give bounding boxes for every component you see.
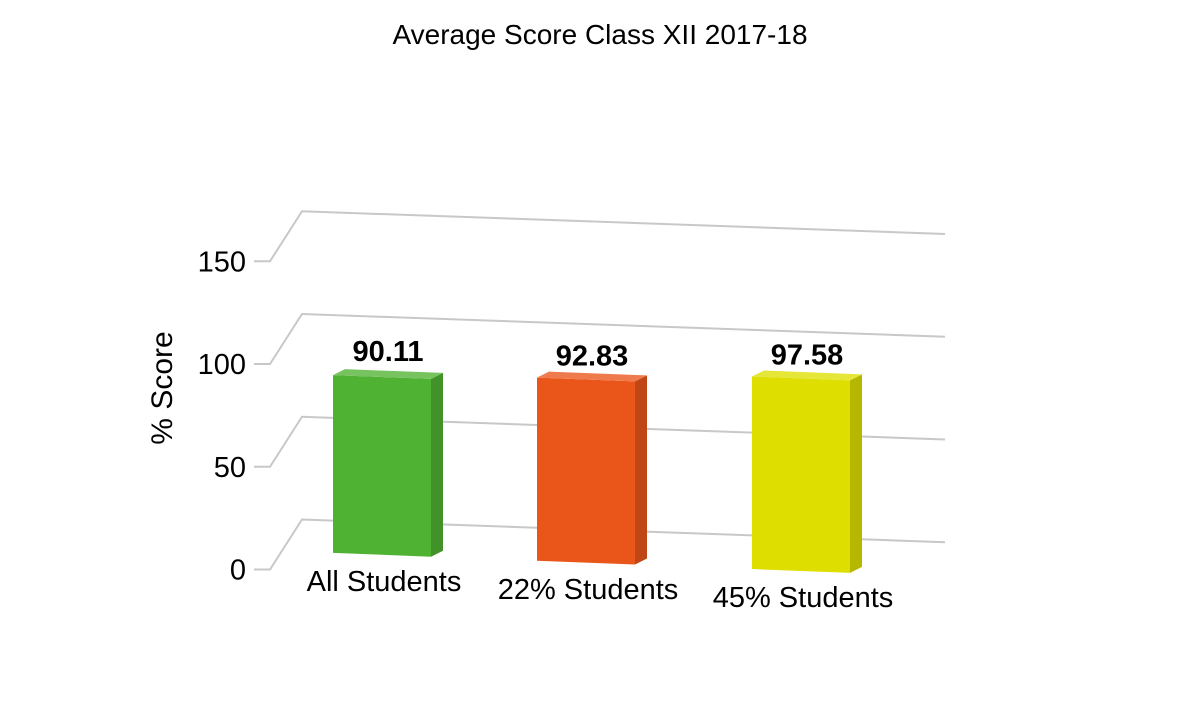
y-tick-label: 100 — [198, 349, 246, 381]
y-tick-label: 150 — [198, 246, 246, 278]
y-tick-label: 50 — [214, 452, 246, 484]
data-label: 97.58 — [771, 340, 844, 372]
category-labels: All Students 22% Students 45% Students — [307, 566, 894, 614]
data-label: 90.11 — [353, 336, 424, 368]
bars — [333, 369, 862, 573]
chart-title: Average Score Class XII 2017-18 — [392, 19, 807, 50]
data-label: 92.83 — [556, 341, 629, 373]
bar-front — [333, 375, 431, 557]
gridline — [254, 312, 946, 365]
bar-top — [333, 369, 443, 379]
category-label: 45% Students — [713, 582, 894, 614]
y-tick-label: 0 — [230, 555, 246, 587]
bar-front — [752, 376, 850, 573]
bar-top — [537, 371, 647, 382]
bar-front — [537, 377, 635, 565]
bar-side — [431, 372, 443, 557]
gridline — [254, 210, 946, 263]
category-label: 22% Students — [498, 574, 679, 606]
y-axis-label: % Score — [146, 331, 179, 444]
bar — [752, 370, 862, 573]
y-axis-ticks: 0 50 100 150 — [198, 246, 246, 586]
category-label: All Students — [307, 566, 462, 598]
data-labels: 90.11 92.83 97.58 — [353, 336, 844, 372]
bar-side — [850, 374, 862, 573]
bar — [333, 369, 443, 557]
bar — [537, 371, 647, 565]
bar-top — [752, 370, 862, 381]
bar-side — [635, 375, 647, 565]
